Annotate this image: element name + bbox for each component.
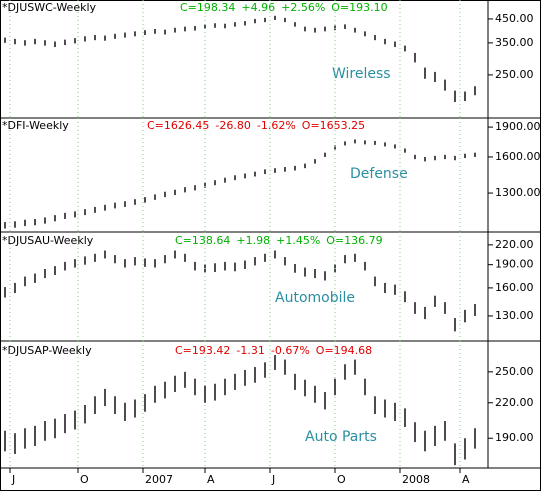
series-label: Defense <box>350 166 408 182</box>
quote-item: +1.98 <box>236 234 270 247</box>
x-tick-label: A <box>462 473 470 486</box>
x-tick-label: J <box>11 473 15 486</box>
y-tick-label: 220.00 <box>495 238 534 251</box>
panel-title: *DJUSAP-Weekly <box>2 344 92 357</box>
series-label: Automobile <box>275 290 355 306</box>
quote: C=1626.45 -26.80 -1.62% O=1653.25 <box>147 119 365 132</box>
y-tick-label: 220.00 <box>495 396 534 409</box>
y-tick-label: 190.00 <box>495 258 534 271</box>
quote-item: +2.56% <box>281 1 325 14</box>
y-tick-label: 1300.00 <box>495 186 541 199</box>
x-tick-label: A <box>207 473 215 486</box>
y-tick-label: 350.00 <box>495 36 534 49</box>
quote-item: -1.62% <box>257 119 296 132</box>
quote-item: C=198.34 <box>180 1 235 14</box>
x-tick-label: 2008 <box>402 473 430 486</box>
quote-item: +4.96 <box>241 1 275 14</box>
quote-item: +1.45% <box>276 234 320 247</box>
y-tick-label: 160.00 <box>495 281 534 294</box>
series-label: Wireless <box>332 66 391 82</box>
quote-item: C=138.64 <box>175 234 230 247</box>
quote-item: O=136.79 <box>326 234 382 247</box>
x-tick-label: O <box>337 473 346 486</box>
quote-item: O=193.10 <box>331 1 387 14</box>
quote-item: O=1653.25 <box>302 119 365 132</box>
quote-item: C=1626.45 <box>147 119 209 132</box>
y-tick-label: 1900.00 <box>495 120 541 133</box>
x-tick-label: J <box>271 473 275 486</box>
quote: C=138.64 +1.98 +1.45% O=136.79 <box>175 234 383 247</box>
panel-title: *DJUSWC-Weekly <box>2 1 97 14</box>
y-tick-label: 250.00 <box>495 68 534 81</box>
quote-item: C=193.42 <box>175 344 230 357</box>
series-label: Auto Parts <box>305 429 377 445</box>
panel-title: *DJUSAU-Weekly <box>2 234 94 247</box>
quote-item: -26.80 <box>215 119 250 132</box>
x-tick-label: O <box>80 473 89 486</box>
y-tick-label: 450.00 <box>495 12 534 25</box>
y-tick-label: 130.00 <box>495 309 534 322</box>
y-tick-label: 250.00 <box>495 365 534 378</box>
quote-item: O=194.68 <box>316 344 372 357</box>
quote: C=193.42 -1.31 -0.67% O=194.68 <box>175 344 372 357</box>
panel-title: *DFI-Weekly <box>2 119 69 132</box>
quote: C=198.34 +4.96 +2.56% O=193.10 <box>180 1 388 14</box>
quote-item: -0.67% <box>271 344 310 357</box>
x-tick-label: 2007 <box>145 473 173 486</box>
quote-item: -1.31 <box>236 344 264 357</box>
y-tick-label: 190.00 <box>495 431 534 444</box>
y-tick-label: 1600.00 <box>495 150 541 163</box>
